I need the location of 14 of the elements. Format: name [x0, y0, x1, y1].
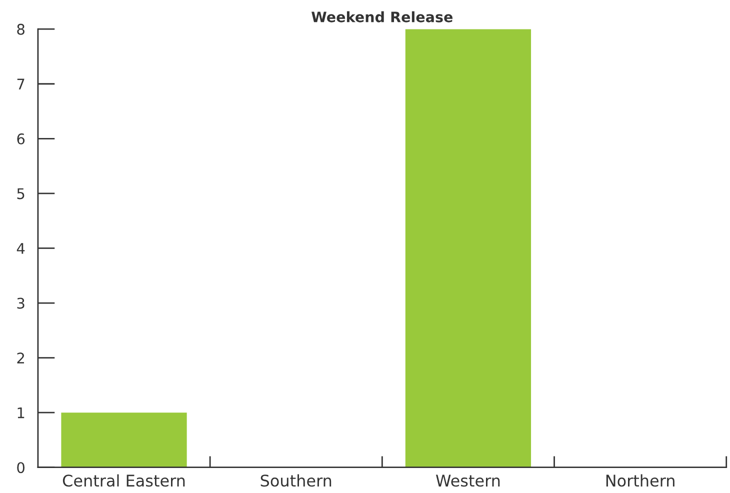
y-tick-label: 2 [17, 352, 24, 364]
chart-title: Weekend Release [312, 11, 453, 22]
y-tick-label: 0 [17, 462, 24, 474]
x-tick-label: Western [436, 474, 500, 487]
x-tick-label: Central Eastern [62, 474, 185, 487]
x-tick-label: Southern [260, 474, 332, 487]
y-tick-label: 5 [17, 188, 24, 200]
y-tick-label: 6 [17, 133, 25, 144]
y-tick-label: 7 [17, 78, 24, 90]
x-tick-label: Northern [606, 474, 674, 487]
y-tick-label: 4 [16, 243, 25, 254]
y-tick-label: 3 [17, 298, 24, 309]
y-tick-label: 1 [18, 407, 24, 418]
y-tick-label: 8 [17, 24, 24, 35]
